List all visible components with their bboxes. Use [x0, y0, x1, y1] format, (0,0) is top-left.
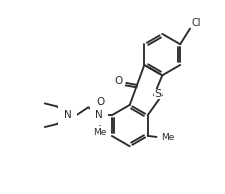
Text: S: S [154, 89, 161, 99]
Text: Me: Me [161, 133, 174, 142]
Text: N: N [63, 110, 71, 120]
Text: O: O [95, 97, 104, 107]
Text: Me: Me [93, 128, 106, 137]
Text: Cl: Cl [190, 17, 200, 28]
Text: O: O [114, 76, 122, 86]
Text: N: N [95, 110, 102, 120]
